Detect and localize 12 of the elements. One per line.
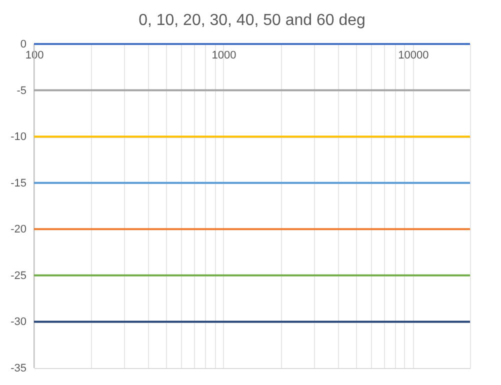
y-tick-label: -20 <box>10 224 26 236</box>
y-tick-label: -25 <box>10 270 26 282</box>
y-tick-label: -10 <box>10 131 26 144</box>
y-tick-label: -30 <box>10 316 26 328</box>
chart-title: 0, 10, 20, 30, 40, 50 and 60 deg <box>138 12 366 29</box>
x-tick-label: 10000 <box>398 50 429 62</box>
y-tick-label: -35 <box>10 362 26 374</box>
x-tick-label: 100 <box>25 50 44 62</box>
y-tick-label: -5 <box>16 84 26 97</box>
y-tick-label: 0 <box>20 38 26 50</box>
y-tick-label: -15 <box>10 177 26 190</box>
x-tick-label: 1000 <box>212 50 236 62</box>
